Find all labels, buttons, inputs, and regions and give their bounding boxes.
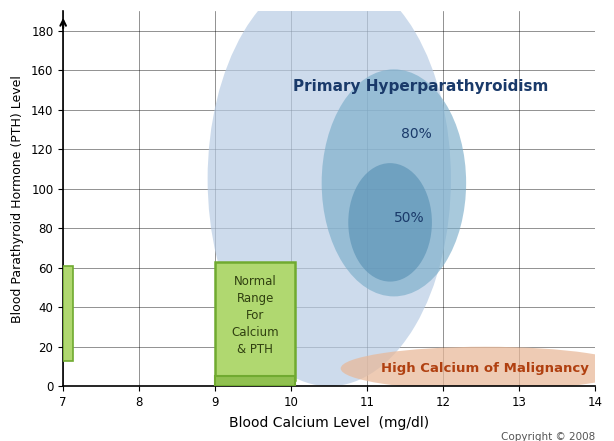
- X-axis label: Blood Calcium Level  (mg/dl): Blood Calcium Level (mg/dl): [229, 416, 429, 430]
- Ellipse shape: [208, 0, 451, 386]
- Y-axis label: Blood Parathyroid Hormone (PTH) Level: Blood Parathyroid Hormone (PTH) Level: [11, 75, 24, 323]
- Bar: [216, 262, 295, 380]
- Text: Primary Hyperparathyroidism: Primary Hyperparathyroidism: [293, 78, 548, 93]
- Ellipse shape: [341, 347, 614, 390]
- Text: High Calcium of Malignancy: High Calcium of Malignancy: [381, 362, 589, 375]
- Text: 50%: 50%: [394, 211, 424, 225]
- Ellipse shape: [322, 69, 466, 296]
- Ellipse shape: [348, 163, 432, 282]
- Text: 80%: 80%: [402, 127, 432, 141]
- Text: Normal
Range
For
Calcium
& PTH: Normal Range For Calcium & PTH: [231, 275, 279, 355]
- Bar: [216, 376, 295, 386]
- Text: Copyright © 2008
Norman Parathyroid Clinic: Copyright © 2008 Norman Parathyroid Clin…: [459, 432, 596, 441]
- Bar: [63, 266, 73, 361]
